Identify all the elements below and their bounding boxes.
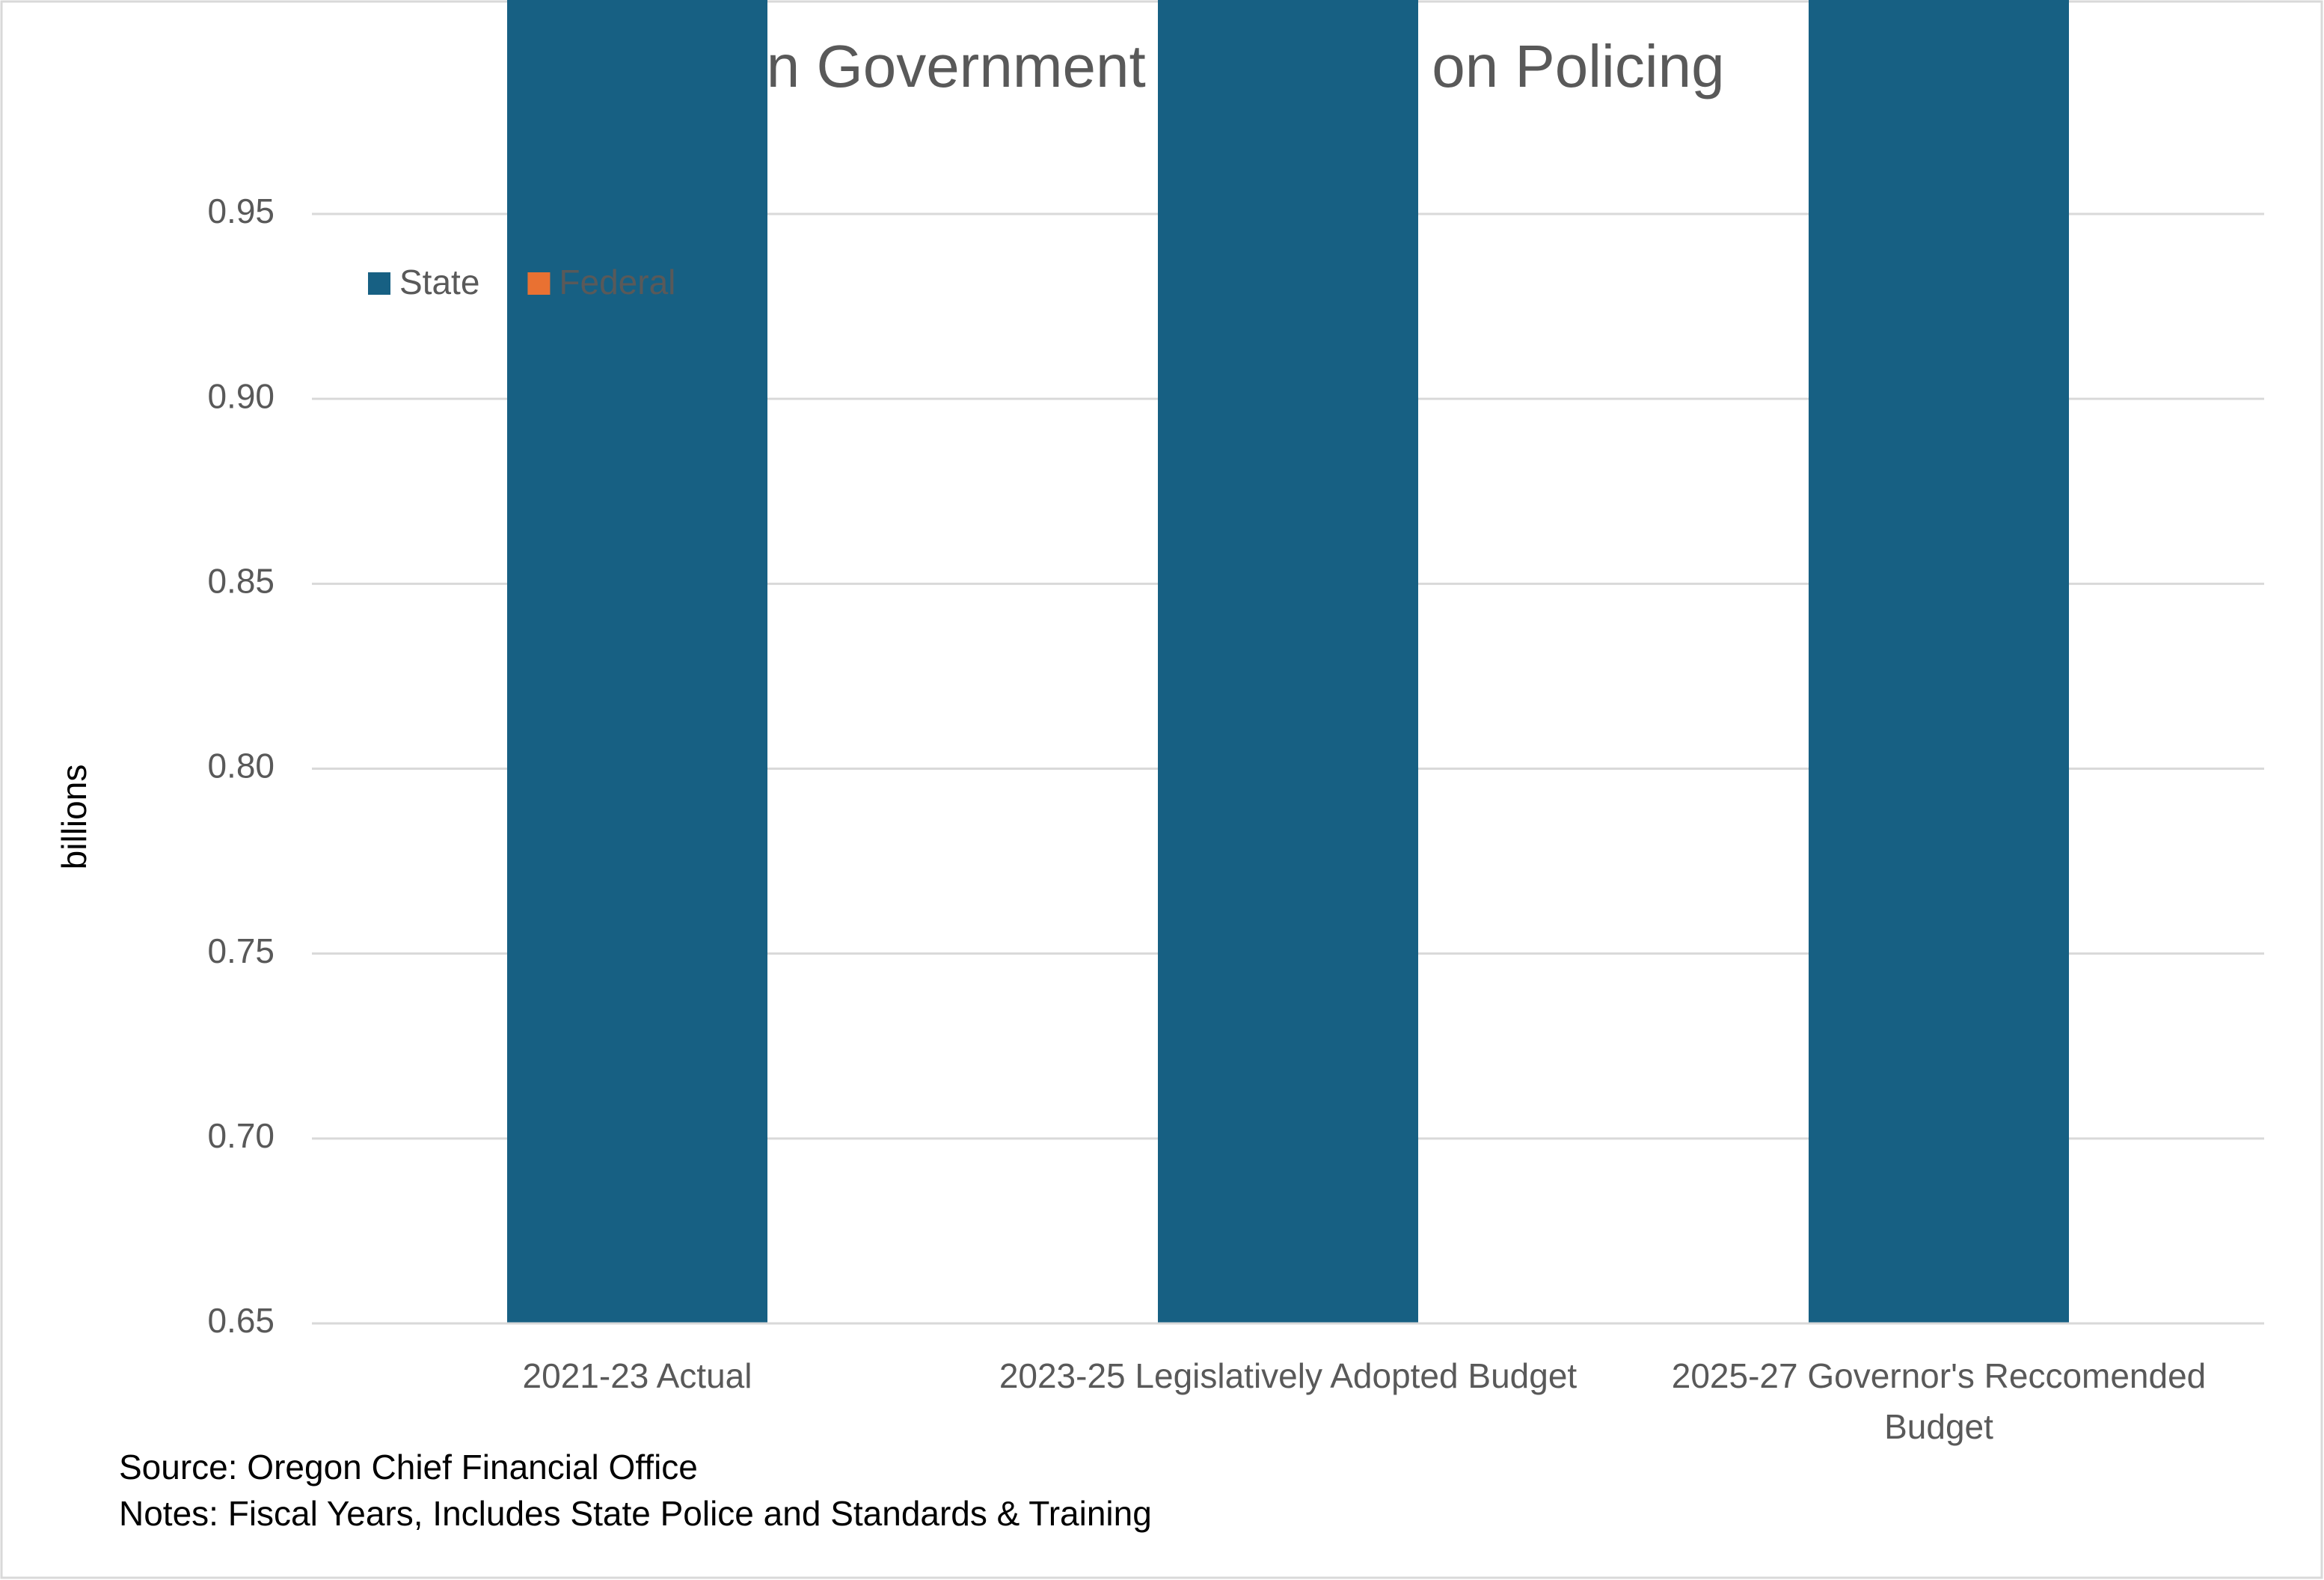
y-tick-label: 0.85 <box>207 561 275 600</box>
legend-label: State <box>399 263 479 301</box>
notes: Notes: Fiscal Years, Includes State Poli… <box>119 1494 1152 1533</box>
legend-swatch <box>368 272 390 295</box>
y-tick-label: 0.80 <box>207 747 275 786</box>
x-tick-label: 2023-25 Legislatively Adopted Budget <box>999 1356 1578 1395</box>
legend-swatch <box>527 272 551 295</box>
y-axis-label: billions <box>55 765 93 870</box>
y-tick-label: 0.70 <box>207 1116 275 1155</box>
legend-label: Federal <box>559 263 675 301</box>
source-note: Source: Oregon Chief Financial Office <box>119 1448 698 1486</box>
y-tick-label: 0.90 <box>207 376 275 415</box>
x-tick-label: 2021-23 Actual <box>522 1356 752 1395</box>
bar-segment <box>507 0 767 1323</box>
x-tick-label: 2025-27 Governor's Reccomended Budget <box>1671 1356 2207 1446</box>
bar-segment <box>1158 0 1418 1323</box>
bar-segment <box>1809 0 2069 1323</box>
y-tick-label: 0.95 <box>207 192 275 230</box>
y-tick-label: 0.65 <box>207 1301 275 1340</box>
y-tick-label: 0.75 <box>207 931 275 970</box>
